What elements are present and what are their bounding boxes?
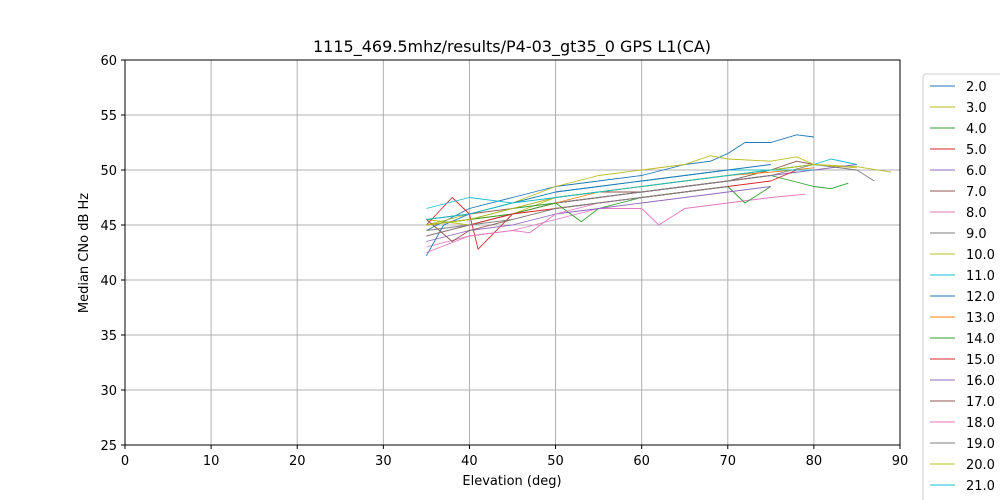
y-tick-label: 35	[100, 329, 117, 344]
x-axis-label: Elevation (deg)	[462, 474, 561, 489]
series-layer	[426, 134, 892, 257]
x-tick-label: 50	[547, 454, 564, 469]
y-tick-label: 30	[100, 384, 117, 399]
x-tick-label: 40	[461, 454, 478, 469]
legend-entry: 12.0	[966, 290, 995, 305]
y-tick-label: 40	[100, 274, 117, 289]
legend-entry: 9.0	[966, 227, 987, 242]
legend-frame	[922, 73, 1000, 500]
x-tick-label: 30	[375, 454, 392, 469]
legend-entry: 8.0	[966, 206, 987, 221]
series-line-19.0	[426, 186, 728, 237]
legend-entry: 19.0	[966, 437, 995, 452]
series-line-12.0	[426, 164, 771, 257]
legend-entry: 18.0	[966, 416, 995, 431]
plot-frame	[124, 59, 901, 446]
series-line-9.0	[426, 164, 875, 231]
chart-title: 1115_469.5mhz/results/P4-03_gt35_0 GPS L…	[313, 37, 711, 57]
legend-entry: 10.0	[966, 248, 995, 263]
y-tick-label: 25	[100, 439, 117, 454]
series-line-15.0	[426, 169, 797, 237]
x-axis: 0 10 20 30 40 50 60 70 80 90	[121, 445, 908, 469]
y-tick-label: 55	[100, 109, 117, 124]
series-line-21.0	[426, 169, 814, 220]
y-axis: 25 30 35 40 45 50 55 60	[100, 54, 125, 454]
legend-entry: 3.0	[966, 101, 987, 116]
legend-entry: 11.0	[966, 269, 995, 284]
legend-entry: 21.0	[966, 479, 995, 494]
y-axis-label: Median CNo dB Hz	[77, 193, 92, 313]
grid	[124, 59, 901, 446]
x-tick-label: 20	[289, 454, 306, 469]
x-tick-label: 10	[203, 454, 220, 469]
y-tick-label: 60	[100, 54, 117, 69]
legend-entry: 16.0	[966, 374, 995, 389]
legend-entry: 5.0	[966, 143, 987, 158]
series-line-16.0	[426, 186, 771, 242]
legend-entry: 17.0	[966, 395, 995, 410]
legend-entry: 13.0	[966, 311, 995, 326]
legend: 2.0 3.0 4.0 5.0 6.0 7.0 8.0 9.0 10.0 11.0 12.0 13.0…	[922, 73, 1000, 500]
series-line-8.0	[426, 193, 806, 248]
y-tick-label: 45	[100, 219, 117, 234]
legend-entry: 7.0	[966, 185, 987, 200]
legend-entry: 20.0	[966, 458, 995, 473]
legend-entry: 4.0	[966, 122, 987, 137]
legend-entry: 14.0	[966, 332, 995, 347]
x-tick-label: 60	[633, 454, 650, 469]
y-tick-label: 50	[100, 164, 117, 179]
x-tick-label: 70	[720, 454, 737, 469]
x-tick-label: 0	[121, 454, 129, 469]
legend-entry: 2.0	[966, 80, 987, 95]
legend-entry: 15.0	[966, 353, 995, 368]
x-tick-label: 80	[806, 454, 823, 469]
legend-entry: 6.0	[966, 164, 987, 179]
x-tick-label: 90	[892, 454, 909, 469]
